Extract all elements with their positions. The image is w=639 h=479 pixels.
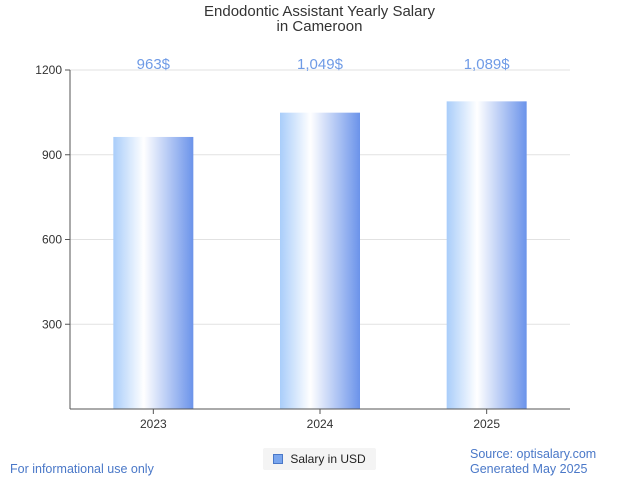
y-tick-label: 300 (42, 317, 62, 331)
data-label-2023: 963$ (137, 56, 171, 73)
y-tick-label: 1200 (35, 63, 62, 77)
bar-2023[interactable] (113, 136, 194, 409)
generated-note: Generated May 2025 (470, 462, 588, 476)
chart-title: Endodontic Assistant Yearly Salary (204, 3, 435, 20)
x-tick-label-2023: 2023 (140, 417, 167, 431)
data-label-2024: 1,049$ (297, 56, 344, 73)
legend[interactable]: Salary in USD (263, 448, 376, 470)
legend-swatch-icon (273, 454, 284, 464)
y-tick-label: 600 (42, 233, 62, 247)
x-tick-label-2025: 2025 (473, 417, 500, 431)
legend-label: Salary in USD (290, 452, 366, 466)
bar-2025[interactable] (446, 101, 527, 410)
bar-2024[interactable] (280, 112, 360, 409)
chart-subtitle: in Cameroon (276, 18, 363, 35)
y-tick-label: 900 (42, 148, 62, 162)
source-note: Source: optisalary.com (470, 447, 597, 461)
data-label-2025: 1,089$ (464, 56, 511, 73)
disclaimer-note: For informational use only (10, 462, 154, 476)
x-tick-label-2024: 2024 (307, 417, 334, 431)
